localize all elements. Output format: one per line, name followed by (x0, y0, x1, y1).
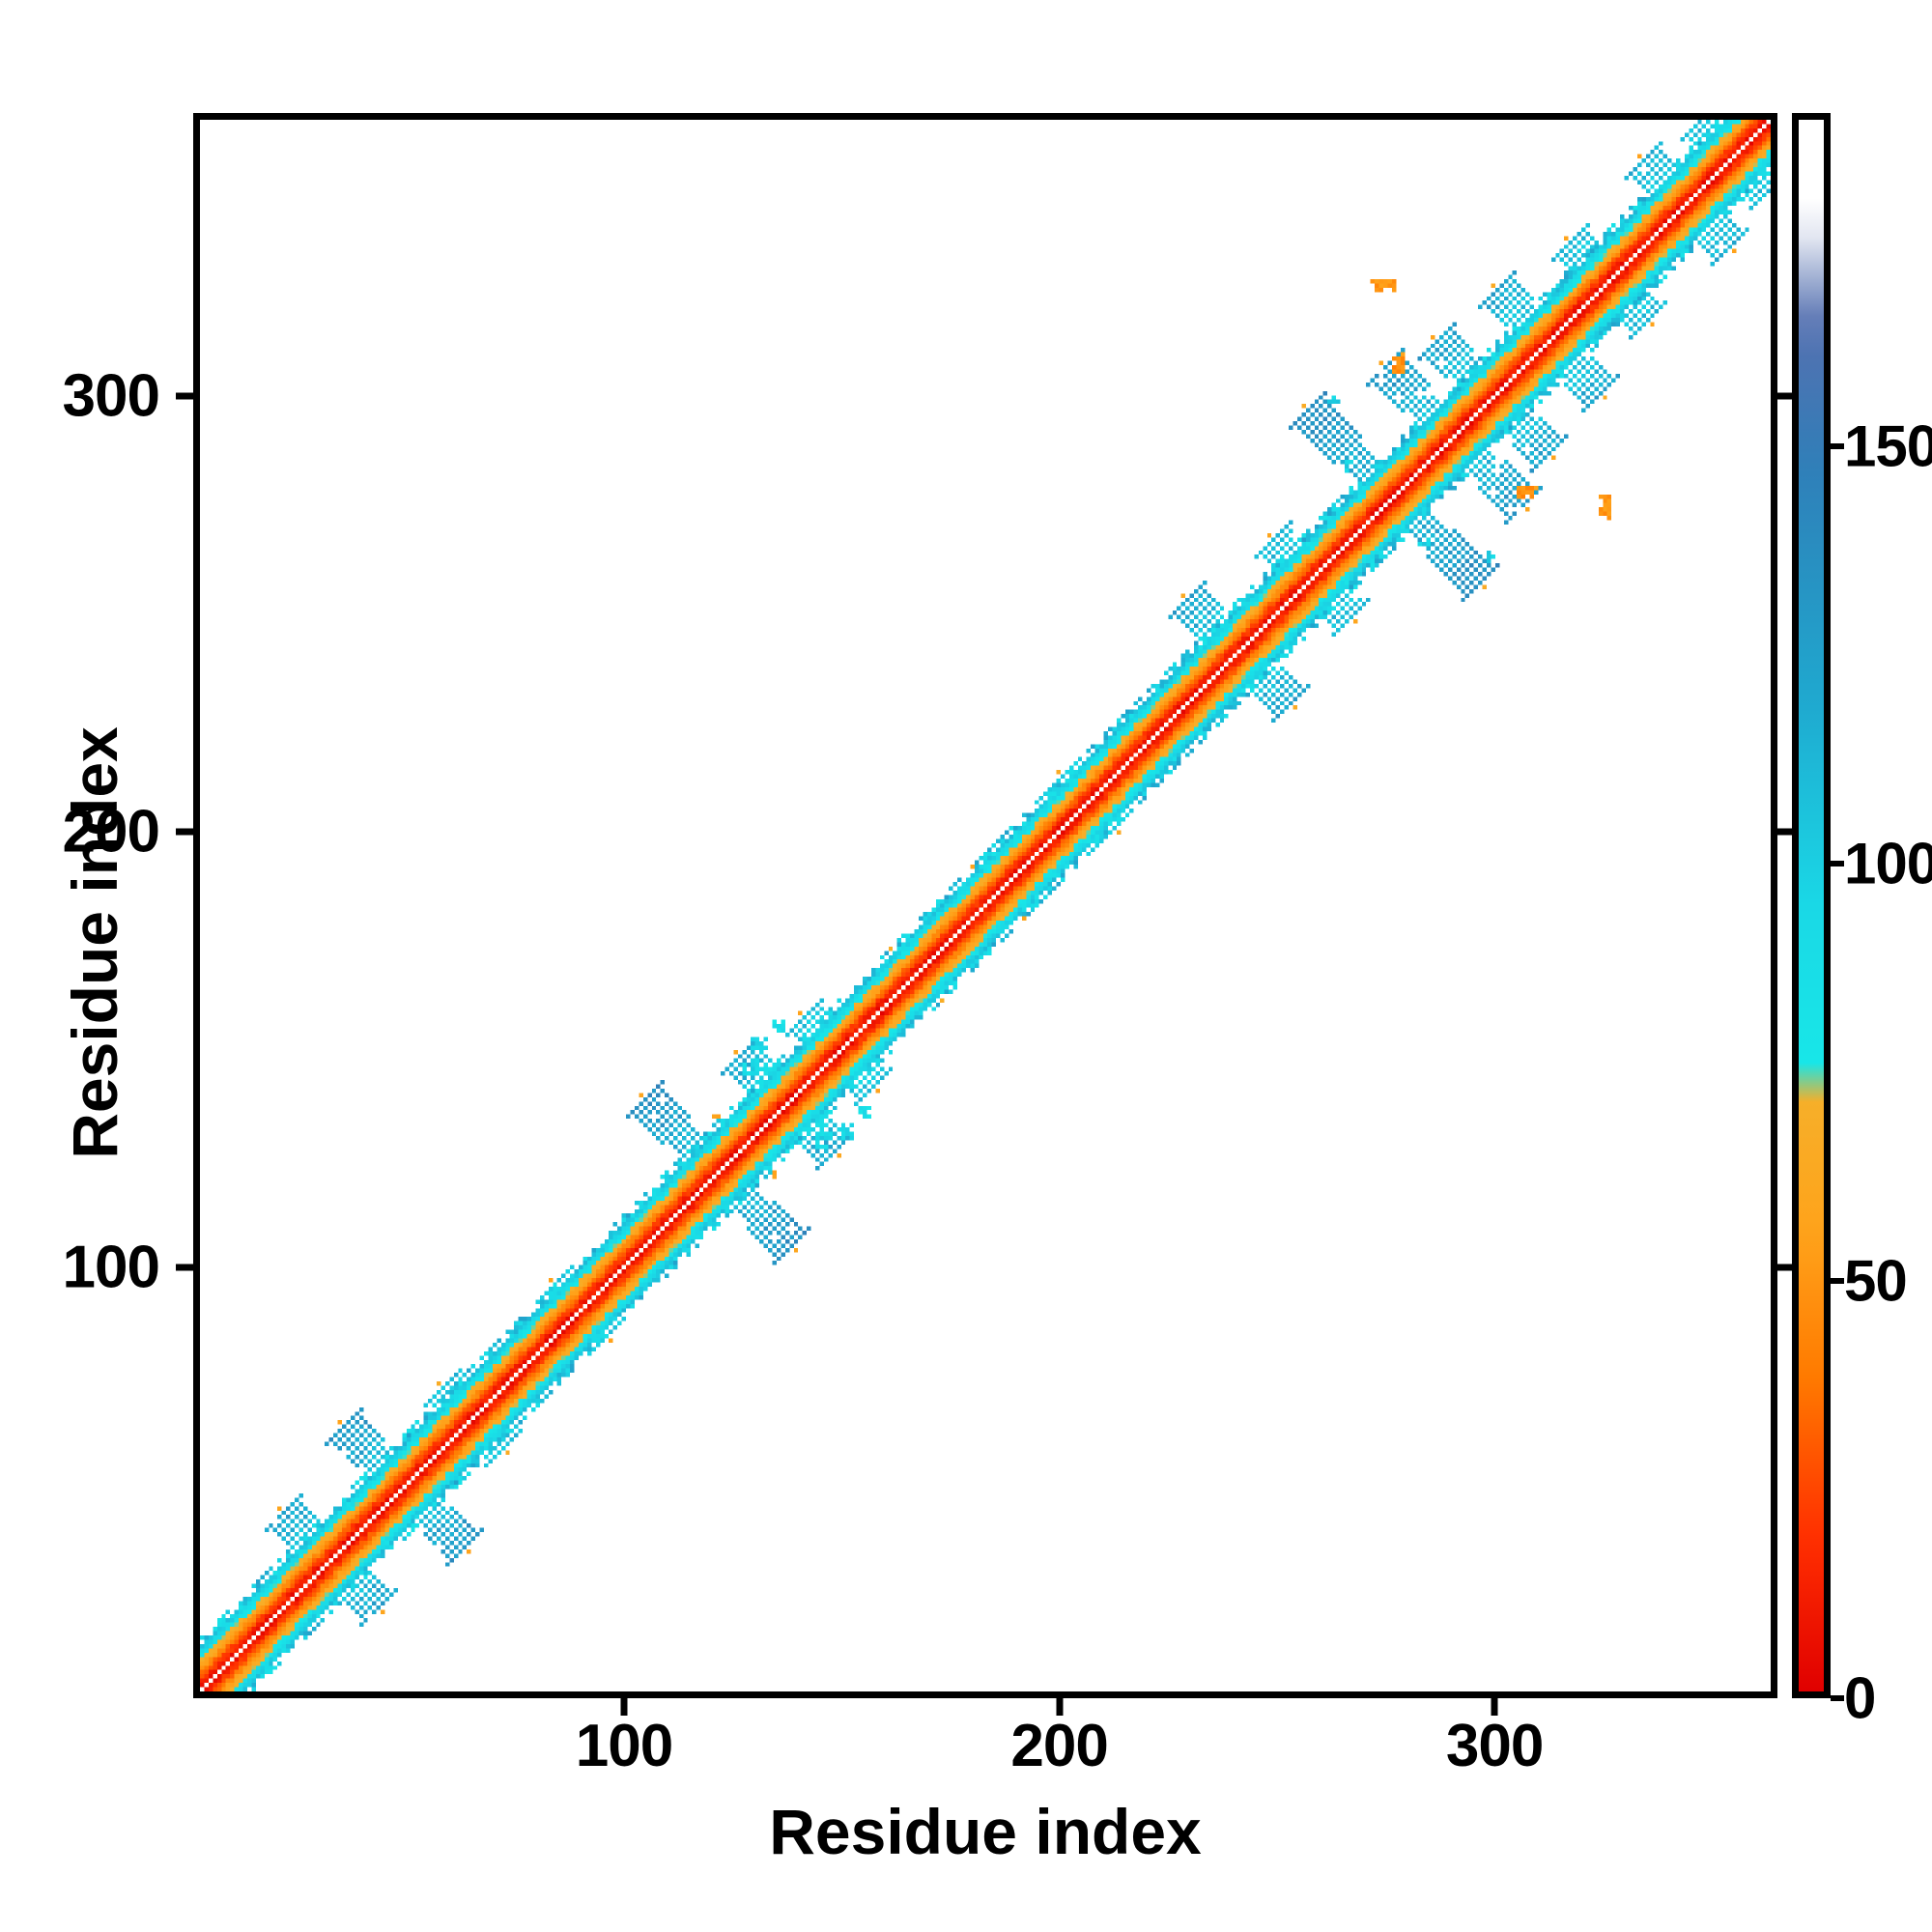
colorbar-tick-label-100: 100 (1844, 831, 1932, 896)
y-tick-label-300: 300 (62, 362, 160, 430)
colorbar (1792, 113, 1831, 1698)
y-axis-label: Residue index (59, 726, 130, 1159)
colorbar-tick-mark-50 (1831, 1278, 1844, 1285)
x-tick-mark-300 (1491, 1698, 1498, 1716)
x-tick-mark-100 (620, 1698, 628, 1716)
x-tick-label-100: 100 (575, 1713, 673, 1779)
y-tick-mark-300 (176, 392, 193, 400)
colorbar-tick-mark-100 (1831, 861, 1844, 867)
colorbar-gradient (1799, 120, 1824, 1691)
y-tick-mark-right-100 (1777, 1264, 1795, 1271)
colorbar-tick-mark-150 (1831, 443, 1844, 450)
x-axis-label: Residue index (769, 1796, 1202, 1867)
x-tick-label-300: 300 (1445, 1713, 1544, 1779)
y-tick-mark-right-200 (1777, 828, 1795, 836)
y-tick-mark-100 (176, 1264, 193, 1271)
contact-map-canvas (200, 120, 1771, 1691)
y-tick-mark-right-300 (1777, 392, 1795, 400)
colorbar-tick-mark-0 (1831, 1695, 1844, 1701)
heatmap-plot-area (193, 113, 1777, 1698)
colorbar-tick-label-150: 150 (1844, 413, 1932, 479)
x-tick-mark-200 (1056, 1698, 1064, 1716)
colorbar-tick-label-0: 0 (1844, 1665, 1876, 1731)
y-tick-label-200: 200 (62, 798, 160, 866)
y-tick-mark-200 (176, 828, 193, 836)
y-tick-label-100: 100 (62, 1234, 160, 1301)
x-tick-label-200: 200 (1010, 1713, 1108, 1779)
colorbar-tick-label-50: 50 (1844, 1248, 1908, 1314)
